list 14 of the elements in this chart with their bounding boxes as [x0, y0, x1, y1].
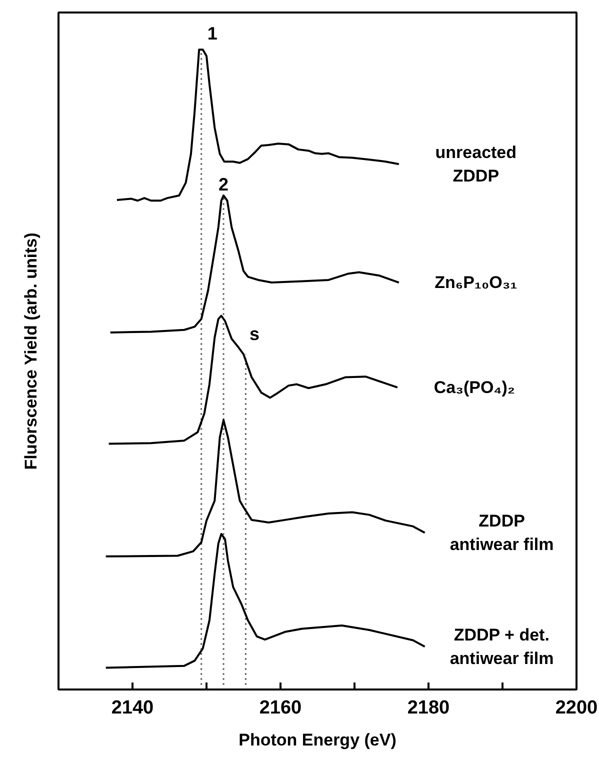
x-axis-title: Photon Energy (eV) — [238, 730, 396, 750]
y-axis-title: Fluorscence Yield (arb. units) — [22, 232, 40, 470]
series-label: ZDDP + det. antiwear film — [450, 625, 554, 668]
x-tick-label: 2140 — [111, 698, 154, 718]
series-label: ZDDP antiwear film — [450, 511, 554, 554]
text: unreacted ZDDP — [435, 142, 517, 186]
annotation: 2 — [218, 174, 229, 195]
annotation: 1 — [207, 24, 218, 44]
x-tick-label: 2180 — [407, 698, 450, 718]
x-tick-label: 2200 — [555, 698, 598, 718]
x-tick-label: 2160 — [259, 698, 302, 718]
text: Ca₃(PO₄)₂ — [434, 378, 515, 397]
annotation: s — [250, 324, 260, 344]
text: Zn₆P₁₀O₃₁ — [434, 273, 518, 292]
